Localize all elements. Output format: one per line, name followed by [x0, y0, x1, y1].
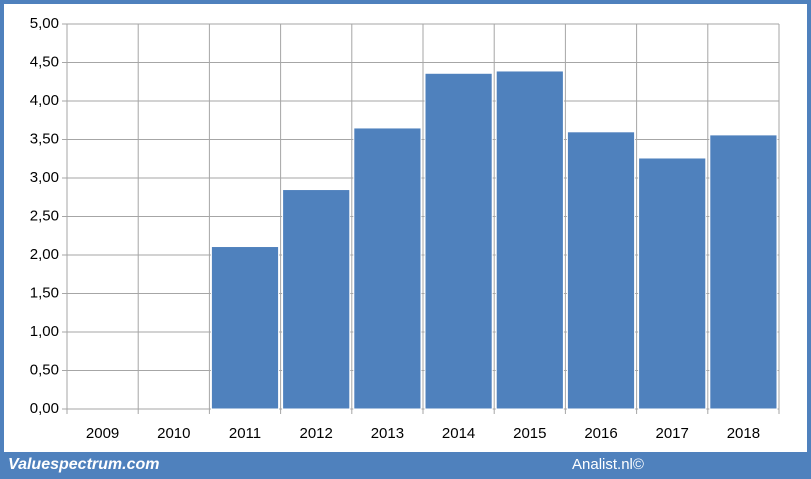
x-tick-label: 2013 — [371, 425, 404, 442]
bar — [353, 127, 422, 410]
x-tick-label: 2015 — [513, 425, 546, 442]
x-tick-label: 2012 — [300, 425, 333, 442]
x-tick-label: 2009 — [86, 425, 119, 442]
y-tick-label: 1,50 — [30, 284, 59, 301]
y-tick-label: 0,50 — [30, 361, 59, 378]
x-tick-label: 2014 — [442, 425, 475, 442]
watermark-left: Valuespectrum.com — [8, 456, 159, 473]
y-tick-label: 4,00 — [30, 92, 59, 109]
x-tick-label: 2016 — [584, 425, 617, 442]
watermark-right: Analist.nl© — [572, 456, 644, 473]
y-tick-label: 3,00 — [30, 169, 59, 186]
bar — [210, 246, 280, 410]
y-tick-label: 5,00 — [30, 15, 59, 32]
bar — [424, 72, 493, 410]
bar — [709, 134, 778, 410]
y-tick-label: 0,00 — [30, 400, 59, 417]
bar — [282, 189, 351, 410]
y-tick-label: 1,00 — [30, 323, 59, 340]
x-tick-label: 2018 — [727, 425, 760, 442]
y-tick-label: 2,50 — [30, 207, 59, 224]
x-tick-label: 2017 — [656, 425, 689, 442]
bar — [495, 70, 564, 410]
bar — [566, 131, 636, 410]
x-tick-label: 2010 — [157, 425, 190, 442]
y-tick-label: 2,00 — [30, 246, 59, 263]
y-tick-label: 4,50 — [30, 53, 59, 70]
bar — [638, 157, 707, 410]
x-tick-label: 2011 — [229, 425, 261, 442]
y-tick-label: 3,50 — [30, 130, 59, 147]
